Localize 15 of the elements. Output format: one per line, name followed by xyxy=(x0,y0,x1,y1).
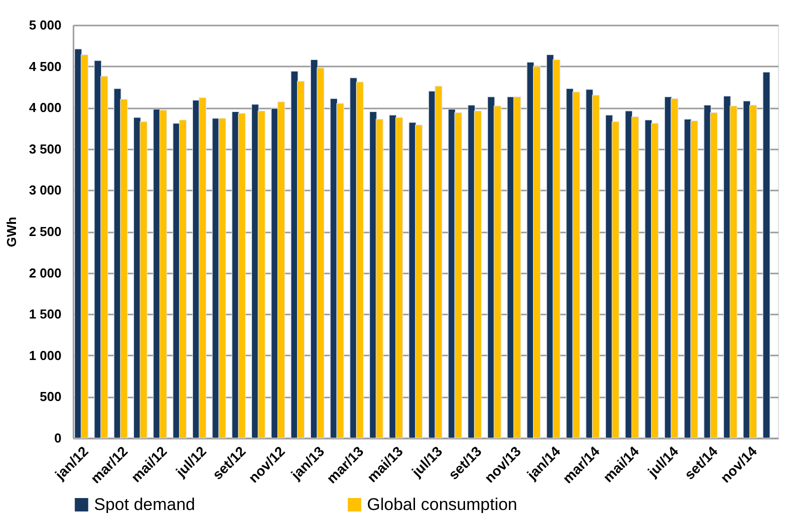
y-tick-label: 1 000 xyxy=(28,348,62,363)
y-tick-label: 3 500 xyxy=(28,141,62,156)
y-tick-label: 4 500 xyxy=(28,58,62,74)
y-tick-label: 1 500 xyxy=(28,306,62,322)
legend-label: Spot demand xyxy=(94,494,196,514)
y-tick-label: 4 000 xyxy=(28,100,62,116)
y-tick-label: 3 000 xyxy=(28,182,62,198)
legend-label: Global consumption xyxy=(367,494,518,514)
y-tick-label: 500 xyxy=(40,389,62,404)
y-tick-label: 5 000 xyxy=(28,18,62,32)
bar xyxy=(762,72,770,438)
y-axis-title: GWh xyxy=(4,216,19,248)
y-tick-label: 2 000 xyxy=(28,265,62,280)
y-tick-label: 2 500 xyxy=(28,224,62,239)
y-tick-label: 0 xyxy=(54,430,62,446)
